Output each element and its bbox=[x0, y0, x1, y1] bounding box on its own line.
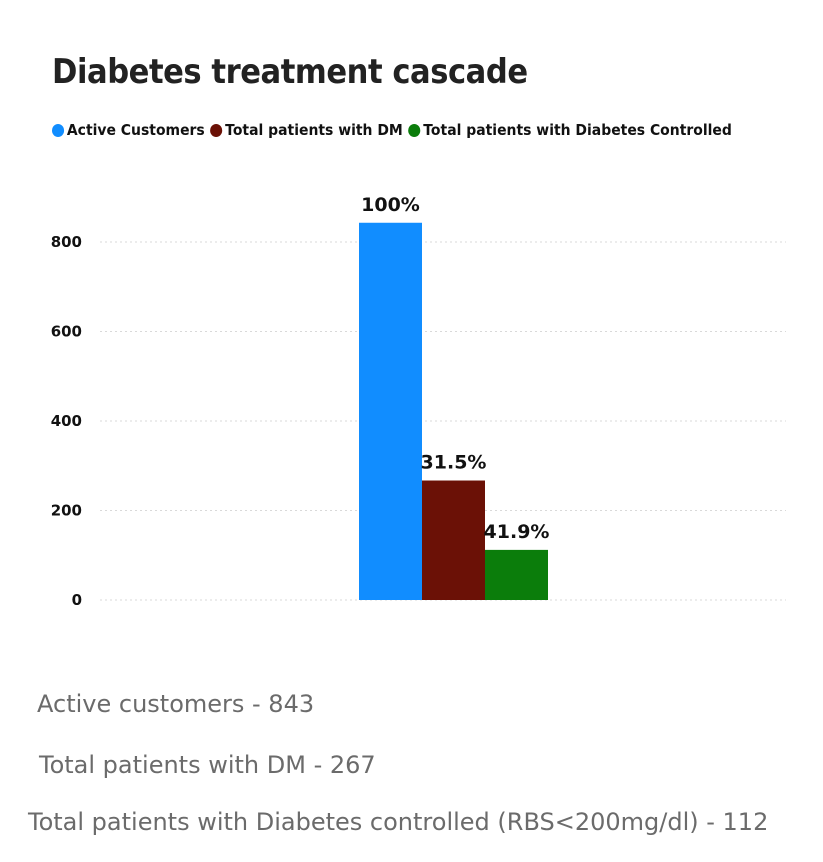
legend-item-total-patients-dm[interactable]: Total patients with DM bbox=[210, 121, 403, 139]
chart-title: Diabetes treatment cascade bbox=[52, 52, 528, 92]
y-tick-label-600: 600 bbox=[51, 323, 82, 341]
gridlines: 0 200 400 600 800 bbox=[51, 233, 786, 609]
legend-item-active-customers[interactable]: Active Customers bbox=[52, 121, 205, 139]
legend-label-diabetes-controlled: Total patients with Diabetes Controlled bbox=[423, 121, 732, 139]
data-labels: 100% 31.5% 41.9% bbox=[361, 194, 549, 543]
bar-total-patients-with-dm[interactable] bbox=[422, 480, 485, 600]
bars bbox=[359, 222, 548, 600]
legend-label-total-patients-dm: Total patients with DM bbox=[225, 121, 403, 139]
bar-active-customers[interactable] bbox=[359, 222, 422, 600]
legend-swatch-active-customers bbox=[52, 123, 65, 137]
bar-total-patients-with-diabetes-controlled[interactable] bbox=[485, 549, 548, 600]
bar-chart: 0 200 400 600 800 100% 31.5% 41.9% bbox=[51, 194, 786, 609]
y-tick-label-200: 200 bbox=[51, 502, 82, 520]
chart-legend: Active Customers Total patients with DM … bbox=[52, 121, 737, 139]
note-total-patients-dm: Total patients with DM - 267 bbox=[39, 751, 376, 779]
legend-label-active-customers: Active Customers bbox=[66, 121, 205, 139]
note-active-customers: Active customers - 843 bbox=[37, 690, 315, 718]
y-tick-label-0: 0 bbox=[72, 591, 82, 609]
data-label-total-patients-with-dm: 31.5% bbox=[421, 452, 487, 474]
data-label-active-customers: 100% bbox=[361, 194, 420, 216]
data-label-total-patients-with-diabetes-controlled: 41.9% bbox=[484, 521, 550, 543]
legend-item-diabetes-controlled[interactable]: Total patients with Diabetes Controlled bbox=[408, 121, 732, 139]
legend-swatch-diabetes-controlled bbox=[408, 123, 421, 137]
note-diabetes-controlled: Total patients with Diabetes controlled … bbox=[28, 808, 769, 836]
legend-swatch-total-patients-dm bbox=[210, 123, 223, 137]
y-tick-label-400: 400 bbox=[51, 412, 82, 430]
y-tick-label-800: 800 bbox=[51, 233, 82, 251]
